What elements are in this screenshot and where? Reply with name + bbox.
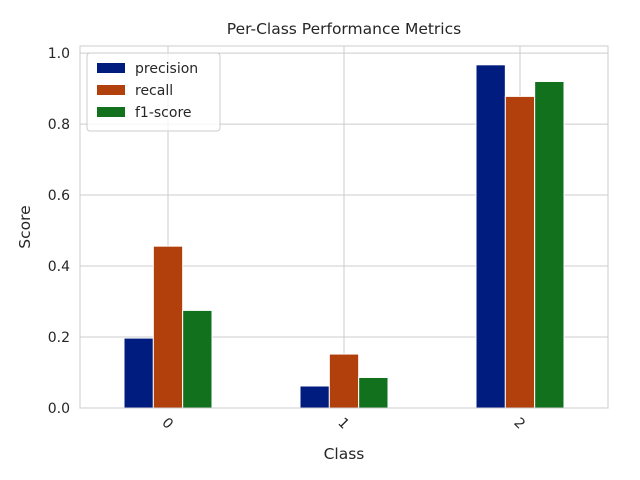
legend-label-recall: recall [135,83,173,99]
legend-swatch-precision [97,63,125,73]
y-tick-label: 0.4 [48,259,70,275]
x-axis-label: Class [324,445,365,463]
legend: precision recall f1-score [86,52,221,132]
bar-f1-score-class-1 [358,376,389,409]
plot-area-frame [79,45,609,409]
y-tick-label: 1.0 [48,46,70,62]
bar-f1-score-class-0 [182,309,213,409]
y-tick-label: 0.8 [48,117,70,133]
y-tick-label: 0.2 [48,330,70,346]
bar-recall-class-2 [504,95,536,409]
y-tick-labels: 0.0 0.2 0.4 0.6 0.8 1.0 [48,46,70,417]
bar-precision-class-0 [123,337,154,409]
chart-title: Per-Class Performance Metrics [227,20,461,38]
bar-recall-class-0 [152,245,184,409]
legend-label-f1-score: f1-score [135,105,192,121]
bar-recall-class-1 [328,353,360,409]
bar-precision-class-1 [299,385,330,409]
x-tick-label: 2 [510,415,528,433]
y-axis-label: Score [16,205,34,248]
bar-f1-score-class-2 [534,80,565,409]
x-tick-label: 0 [158,415,176,433]
y-tick-label: 0.0 [48,401,70,417]
legend-swatch-f1-score [97,107,125,117]
x-tick-label: 1 [334,415,352,433]
y-tick-label: 0.6 [48,188,70,204]
legend-swatch-recall [97,85,125,95]
bar-precision-class-2 [475,64,506,409]
x-tick-labels: 0 1 2 [158,415,528,433]
legend-label-precision: precision [135,61,198,77]
